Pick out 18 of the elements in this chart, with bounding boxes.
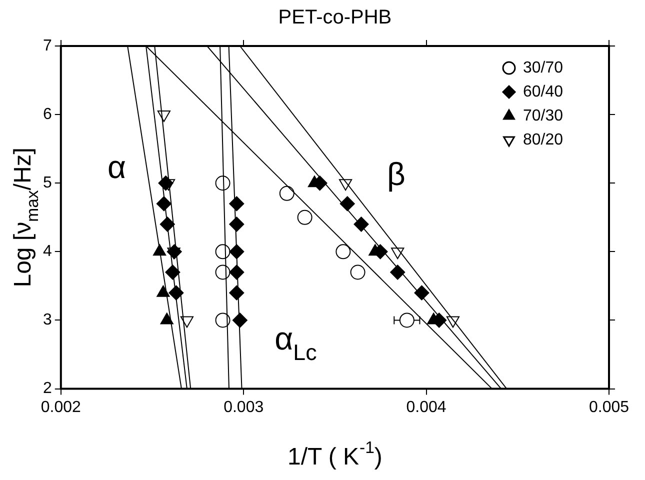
x-tick-label: 0.003 (224, 398, 264, 416)
y-tick-label: 6 (42, 106, 52, 123)
x-tick-label: 0.004 (406, 398, 446, 416)
annotation: α (107, 149, 126, 186)
annotation: β (387, 156, 406, 192)
legend-label: 70/30 (523, 107, 564, 124)
legend-label: 30/70 (523, 59, 564, 76)
y-tick-label: 2 (42, 380, 52, 398)
y-axis-title: Log [νmax/Hz] (10, 148, 42, 288)
y-tick-label: 4 (42, 243, 52, 260)
chart-title: PET-co-PHB (278, 6, 392, 29)
legend-label: 80/20 (523, 131, 564, 148)
legend-label: 60/40 (523, 83, 564, 100)
y-tick-label: 3 (42, 312, 52, 329)
x-tick-label: 0.005 (588, 398, 630, 416)
y-tick-label: 7 (42, 37, 52, 54)
x-tick-label: 0.002 (40, 398, 82, 416)
y-tick-label: 5 (42, 174, 52, 192)
